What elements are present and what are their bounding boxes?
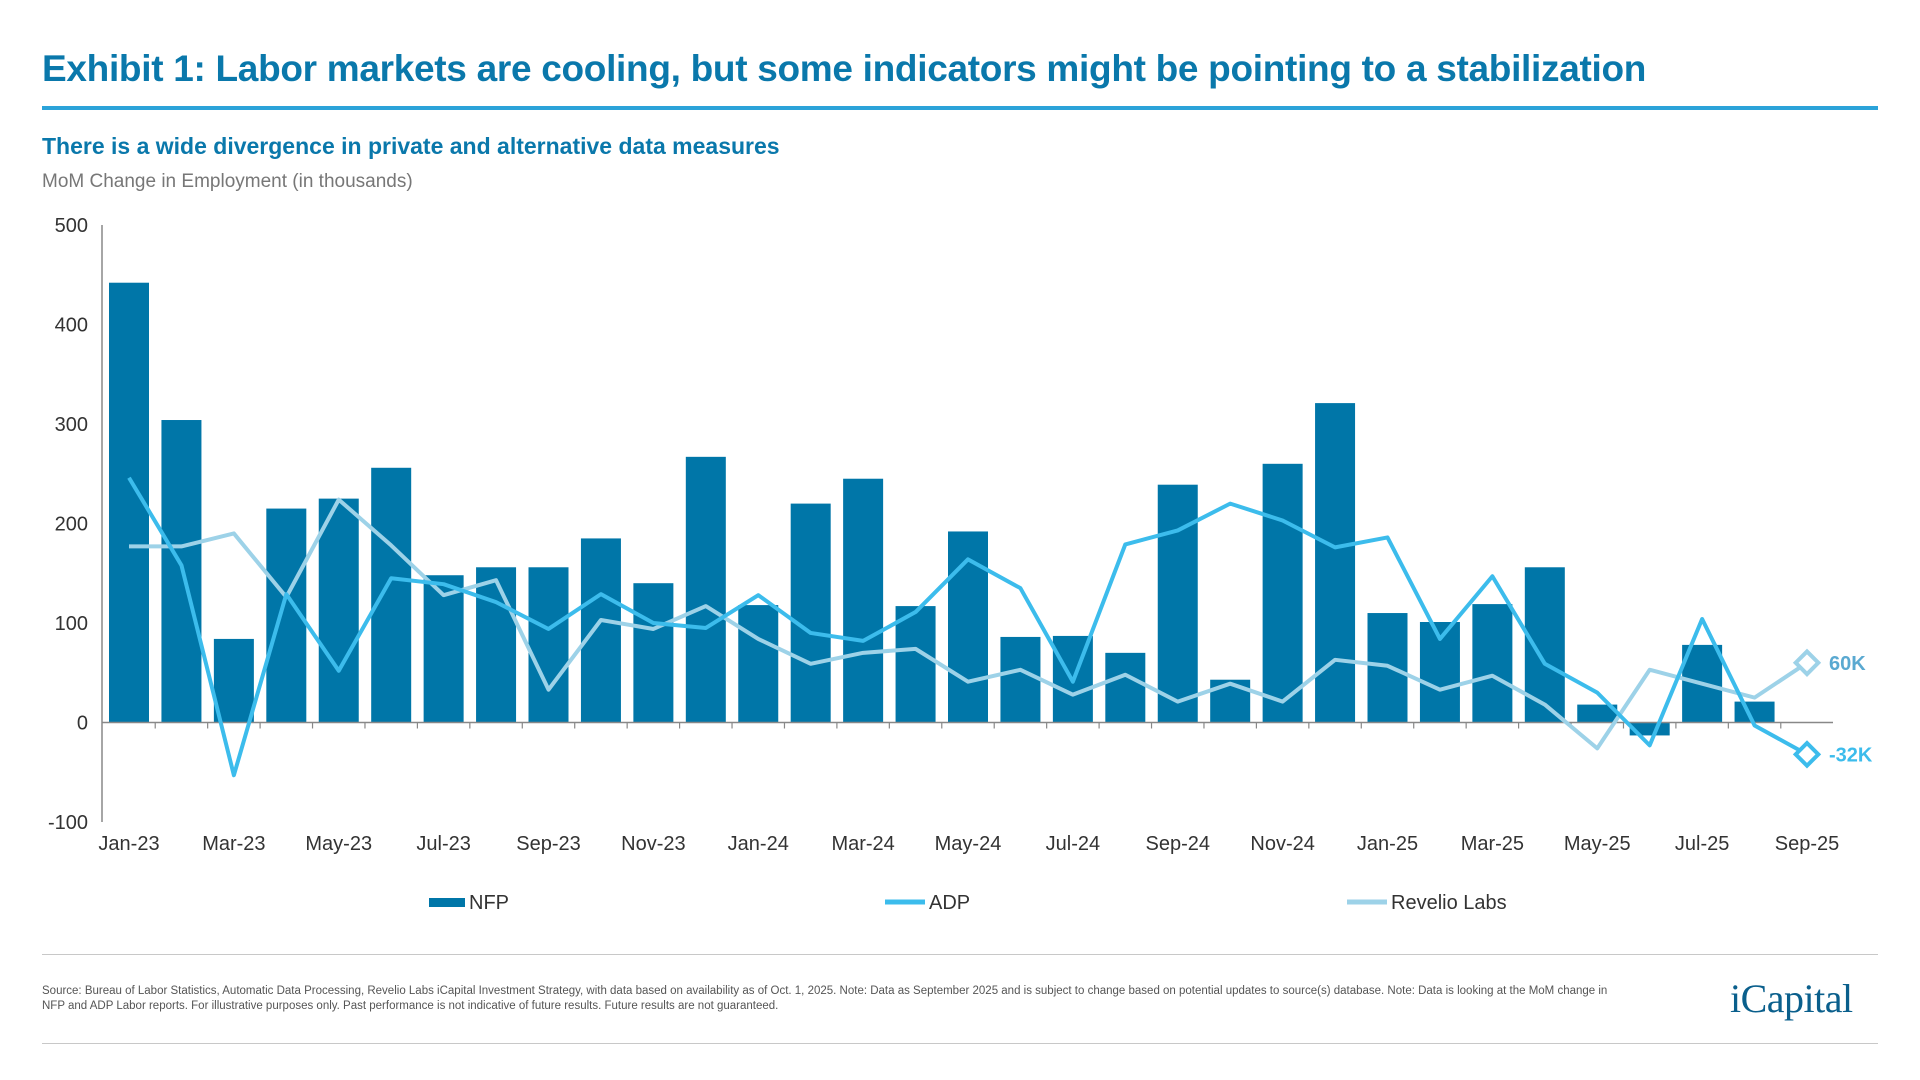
x-tick-label: May-25	[1564, 833, 1631, 855]
x-tick-label: Mar-24	[831, 833, 894, 855]
bar-nfp-Feb-24	[790, 503, 831, 723]
source-line-2: NFP and ADP Labor reports. For illustrat…	[42, 1000, 779, 1012]
y-tick-label: 300	[55, 414, 88, 436]
chart-title: Exhibit 1: Labor markets are cooling, bu…	[42, 48, 1647, 89]
footer-divider-bottom	[42, 1043, 1878, 1044]
chart-subtitle: There is a wide divergence in private an…	[42, 133, 780, 159]
bar-nfp-Aug-24	[1105, 652, 1146, 723]
x-tick-label: Mar-23	[202, 833, 265, 855]
y-tick-label: -100	[48, 812, 88, 834]
x-tick-label: Jul-25	[1675, 833, 1729, 855]
y-tick-label: 200	[55, 514, 88, 536]
chart-canvas: 500 400 300 200 100 0 -100 Jan-23 Mar-23 May-23 Ju…	[48, 215, 1873, 914]
end-label-adp: -32K	[1829, 744, 1873, 766]
bar-nfp-Oct-23	[580, 538, 621, 723]
x-tick-label: Nov-24	[1250, 833, 1314, 855]
legend-swatch-nfp	[429, 898, 465, 907]
bar-nfp-Dec-24	[1315, 403, 1356, 723]
bar-nfp-Mar-25	[1472, 604, 1513, 723]
y-tick-label: 100	[55, 613, 88, 635]
y-tick-label: 400	[55, 315, 88, 337]
x-tick-label: May-24	[935, 833, 1002, 855]
legend-label-nfp: NFP	[469, 892, 509, 914]
source-footnote: Source: Bureau of Labor Statistics, Auto…	[42, 984, 1702, 1014]
y-axis-label: MoM Change in Employment (in thousands)	[42, 171, 413, 192]
x-tick-label: May-23	[305, 833, 372, 855]
x-tick-label: Sep-25	[1775, 833, 1840, 855]
bar-nfp-May-23	[318, 498, 359, 723]
bar-nfp-Nov-23	[633, 583, 674, 723]
bar-nfp-Oct-24	[1210, 679, 1251, 723]
title-divider	[42, 106, 1878, 110]
bar-nfp-Apr-25	[1524, 567, 1565, 723]
bar-nfp-Sep-23	[528, 567, 569, 723]
icapital-logo: iCapital	[1730, 976, 1853, 1021]
x-tick-label: Nov-23	[621, 833, 685, 855]
end-label-revelio-labs: 60K	[1829, 653, 1866, 675]
x-tick-label: Mar-25	[1461, 833, 1524, 855]
x-tick-label: Jan-24	[728, 833, 789, 855]
bar-nfp-Jun-24	[1000, 636, 1041, 723]
bar-nfp-Mar-23	[213, 638, 254, 723]
x-tick-label: Jan-23	[98, 833, 159, 855]
legend-label-revelio-labs: Revelio Labs	[1391, 892, 1507, 914]
source-line-1: Source: Bureau of Labor Statistics, Auto…	[42, 985, 1608, 997]
y-tick-label: 0	[77, 713, 88, 735]
footer-divider-top	[42, 954, 1878, 955]
bar-nfp-Apr-24	[895, 606, 936, 723]
bar-nfp-Mar-24	[843, 478, 884, 723]
x-tick-label: Jul-23	[416, 833, 470, 855]
x-tick-label: Jul-24	[1046, 833, 1100, 855]
bar-nfp-Jan-24	[738, 605, 779, 723]
bar-nfp-Aug-23	[476, 567, 517, 723]
bar-nfp-Sep-24	[1157, 484, 1198, 723]
bar-nfp-Jul-23	[423, 575, 464, 723]
x-tick-label: Jan-25	[1357, 833, 1418, 855]
x-tick-label: Sep-23	[516, 833, 581, 855]
bar-nfp-Aug-25	[1734, 701, 1775, 723]
bar-nfp-Jun-23	[371, 467, 412, 723]
y-tick-label: 500	[55, 215, 88, 237]
legend-label-adp: ADP	[929, 892, 970, 914]
end-marker-revelio-labs	[1792, 648, 1822, 677]
bar-nfp-May-25	[1577, 704, 1618, 723]
bar-nfp-Dec-23	[685, 456, 726, 723]
bar-nfp-Nov-24	[1262, 463, 1303, 723]
bar-nfp-May-24	[948, 531, 988, 723]
x-tick-label: Sep-24	[1146, 833, 1211, 855]
end-marker-adp	[1792, 740, 1822, 769]
